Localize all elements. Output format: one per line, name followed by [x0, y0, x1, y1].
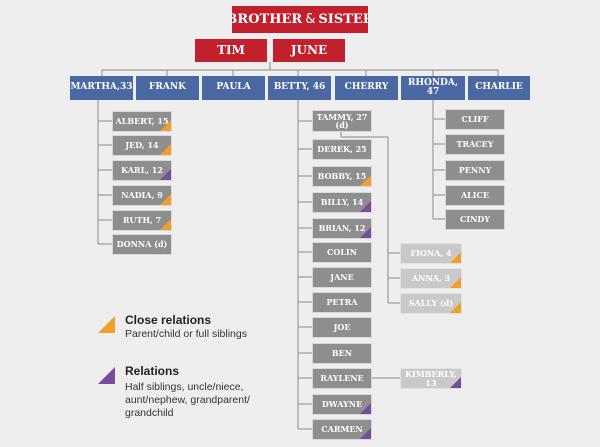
legend-close-relations-swatch — [98, 316, 115, 333]
title-text-b: SISTER — [318, 11, 368, 27]
grandchild-colin: COLIN — [312, 242, 372, 263]
close-relation-marker — [160, 144, 171, 155]
legend-close-relations-desc: Parent/child or full siblings — [125, 328, 247, 340]
title-text-a: BROTHER — [232, 11, 303, 27]
great-grandchild-fiona: FIONA, 4 — [400, 243, 462, 264]
relation-marker — [360, 201, 371, 212]
grandchild-ruth: RUTH, 7 — [112, 210, 172, 231]
grandchild-raylene: RAYLENE — [312, 368, 372, 389]
grandchild-brian: BRIAN, 12 — [312, 218, 372, 239]
grandchild-tracey: TRACEY — [445, 134, 505, 155]
grandchild-cliff: CLIFF — [445, 109, 505, 130]
child-frank: FRANK — [136, 76, 199, 100]
grandchild-albert: ALBERT, 15 — [112, 111, 172, 132]
child-cherry: CHERRY — [335, 76, 398, 100]
close-relation-marker — [450, 302, 461, 313]
legend-close-relations-title: Close relations — [125, 313, 212, 327]
parent-tim: TIM — [195, 39, 267, 62]
legend-relations-line: Half siblings, uncle/niece, — [125, 381, 244, 393]
grandchild-ben: BEN — [312, 343, 372, 364]
parent-june: JUNE — [273, 39, 345, 62]
legend-relations-desc: Half siblings, uncle/niece, aunt/nephew,… — [125, 381, 250, 419]
legend-relations-title: Relations — [125, 364, 180, 378]
grandchild-bobby: BOBBY, 15 — [312, 166, 372, 187]
close-relation-marker — [450, 252, 461, 263]
grandchild-joe: JOE — [312, 317, 372, 338]
close-relation-marker — [160, 219, 171, 230]
grandchild-jane: JANE — [312, 267, 372, 288]
grandchild-donna: DONNA (d) — [112, 234, 172, 255]
grandchild-derek: DEREK, 25 — [312, 139, 372, 160]
child-charlie: CHARLIE — [468, 76, 530, 100]
grandchild-carmen: CARMEN — [312, 419, 372, 440]
legend-relations-swatch — [98, 367, 115, 384]
legend-relations-line: aunt/nephew, grandparent/ — [125, 393, 250, 406]
grandchild-karl: KARL, 12 — [112, 160, 172, 181]
child-betty: BETTY, 46 — [268, 76, 331, 100]
child-martha: MARTHA,33 — [70, 76, 133, 100]
relation-marker — [360, 428, 371, 439]
grandchild-alice: ALICE — [445, 185, 505, 206]
great-grandchild-anna: ANNA, 3 — [400, 268, 462, 289]
relation-marker — [160, 169, 171, 180]
grandchild-jed: JED, 14 — [112, 135, 172, 156]
relation-marker — [360, 403, 371, 414]
grandchild-penny: PENNY — [445, 160, 505, 181]
close-relation-marker — [160, 194, 171, 205]
legend-relations-line: grandchild — [125, 406, 174, 419]
close-relation-marker — [450, 277, 461, 288]
grandchild-billy: BILLY, 14 — [312, 192, 372, 213]
grandchild-dwayne: DWAYNE — [312, 394, 372, 415]
child-paula: PAULA — [202, 76, 265, 100]
close-relation-marker — [160, 120, 171, 131]
great-grandchild-sally: SALLY (d) — [400, 293, 462, 314]
grandchild-cindy: CINDY — [445, 209, 505, 230]
close-relation-marker — [360, 175, 371, 186]
title-box: BROTHER & SISTER — [232, 6, 368, 33]
great-grandchild-kimberly: KIMBERLY, 13 — [400, 368, 462, 389]
relation-marker — [450, 377, 461, 388]
relation-marker — [360, 227, 371, 238]
grandchild-tammy: TAMMY, 27 (d) — [312, 110, 372, 132]
grandchild-nadia: NADIA, 9 — [112, 185, 172, 206]
title-amp: & — [305, 11, 316, 27]
grandchild-petra: PETRA — [312, 292, 372, 313]
child-rhonda: RHONDA, 47 — [401, 76, 465, 100]
